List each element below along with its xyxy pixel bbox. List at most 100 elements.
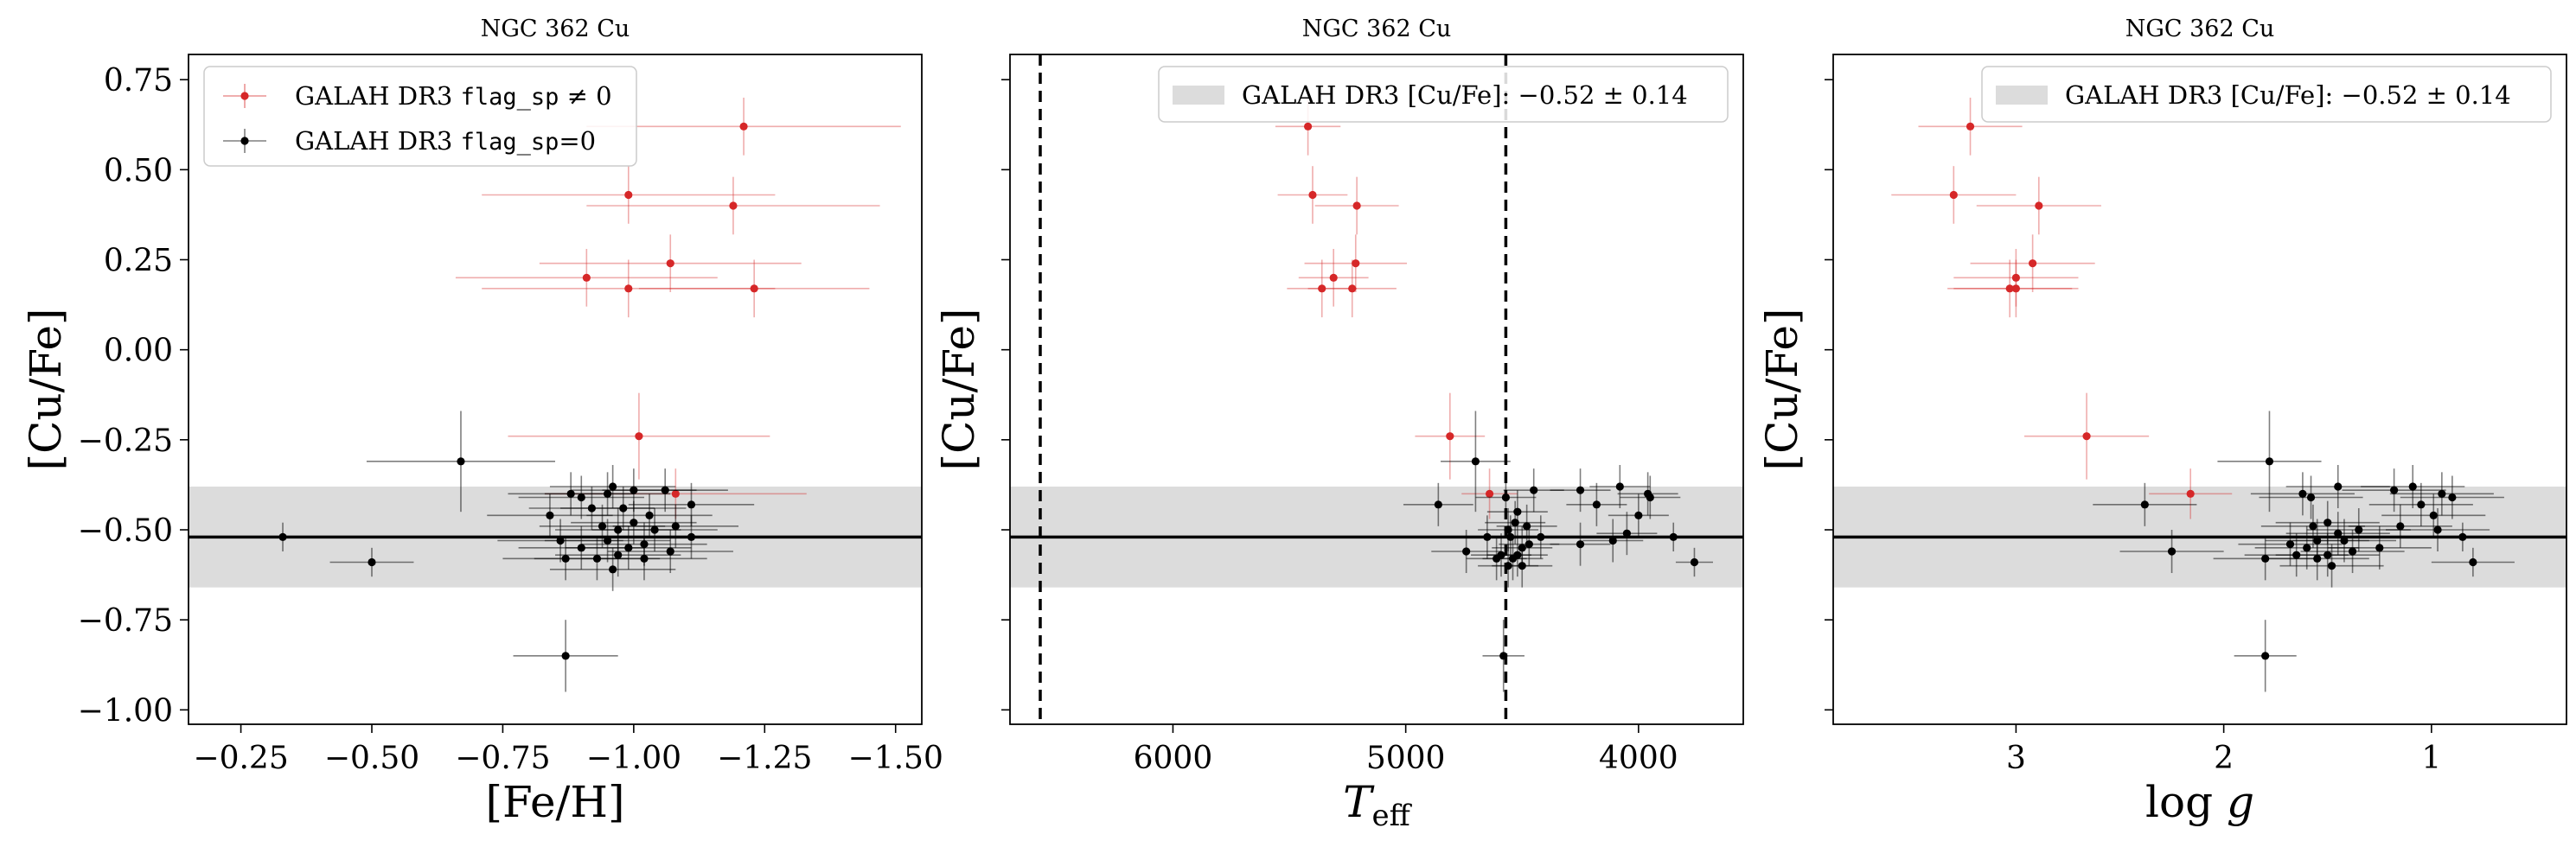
y-tick-label: 0.00 <box>104 334 173 369</box>
marker <box>645 511 654 519</box>
data-point <box>1566 482 1627 526</box>
marker <box>1352 201 1361 210</box>
data-point <box>2024 392 2150 480</box>
data-point <box>586 176 880 235</box>
legend: GALAH DR3 [Cu/Fe]: −0.52 ± 0.14 <box>1981 66 2552 123</box>
data-point <box>2389 472 2494 516</box>
legend-frame <box>203 66 637 167</box>
data-point <box>1675 547 1714 577</box>
marker <box>1634 511 1643 519</box>
x-tick-label: 2 <box>2214 741 2234 776</box>
marker <box>619 504 628 513</box>
panel-1: 0.75 0.50 0.25 0.00 −0.25 −0.50 −0.75 −1.00 −0.2… <box>21 16 943 827</box>
marker <box>278 532 287 541</box>
marker <box>2285 540 2295 549</box>
marker <box>2327 562 2336 570</box>
marker <box>1506 532 1515 541</box>
x-tick-label: −1.25 <box>717 741 812 776</box>
y-tick-label: 0.75 <box>104 63 173 99</box>
data-point <box>482 259 776 318</box>
marker <box>739 122 748 131</box>
legend-swatch <box>1173 86 1224 105</box>
y-tick-label: 0.25 <box>104 244 173 279</box>
legend: GALAH DR3 flag_sp ≠ 0 GALAH DR3 flag_sp=0 <box>203 66 637 167</box>
x-tick-label: 6000 <box>1134 741 1213 776</box>
marker <box>2433 525 2442 534</box>
data-point <box>1550 522 1611 566</box>
data-point <box>628 482 755 526</box>
marker <box>614 551 623 559</box>
marker <box>1518 562 1526 570</box>
data-point <box>1596 512 1658 556</box>
marker <box>2303 544 2311 552</box>
marker <box>2448 493 2457 502</box>
marker <box>2265 457 2274 466</box>
marker <box>2186 489 2195 498</box>
chart-title: NGC 362 Cu <box>1302 16 1452 42</box>
marker <box>630 519 638 527</box>
marker <box>2458 532 2467 541</box>
marker <box>666 547 674 556</box>
marker <box>2396 522 2405 531</box>
marker <box>2292 551 2301 559</box>
y-tick-label: −0.75 <box>78 603 173 639</box>
marker <box>2005 284 2014 293</box>
x-tick-label: −0.50 <box>324 741 419 776</box>
series-flagged <box>1891 98 2233 519</box>
x-tick-label: −0.25 <box>193 741 288 776</box>
marker <box>750 284 758 293</box>
marker <box>1690 557 1699 567</box>
marker <box>1318 284 1326 293</box>
data-point <box>1608 494 1669 538</box>
marker <box>1308 190 1317 200</box>
marker <box>2011 284 2020 293</box>
series-flagged <box>1275 98 1518 519</box>
data-point <box>1891 166 2017 224</box>
data-point <box>549 547 676 591</box>
marker <box>2082 432 2091 441</box>
data-point <box>2386 508 2490 551</box>
marker <box>1622 529 1631 538</box>
y-tick-label: −0.50 <box>78 513 173 549</box>
marker <box>1348 284 1357 293</box>
data-point <box>482 166 776 224</box>
legend-marker <box>240 92 249 100</box>
marker <box>2340 536 2349 545</box>
marker <box>2355 525 2363 534</box>
data-point <box>1304 234 1407 292</box>
x-axis-label: [Fe/H] <box>485 777 624 827</box>
axes-frame <box>1832 54 2567 725</box>
marker <box>624 284 633 293</box>
series-flagged <box>455 98 901 519</box>
y-axis-label: [Cu/Fe] <box>21 309 71 471</box>
data-point <box>1582 519 1644 563</box>
data-point <box>2420 522 2504 551</box>
marker <box>729 201 738 210</box>
marker <box>687 532 696 541</box>
x-tick-label: −1.50 <box>848 741 943 776</box>
marker <box>2029 259 2037 268</box>
legend-label: GALAH DR3 flag_sp ≠ 0 <box>295 81 612 111</box>
data-point <box>586 98 901 156</box>
marker <box>1352 259 1360 268</box>
marker <box>1471 457 1480 466</box>
data-point <box>1482 620 1525 692</box>
marker <box>2140 500 2149 509</box>
marker <box>577 493 585 502</box>
plot-area <box>1010 54 1743 724</box>
marker <box>1462 547 1471 556</box>
marker <box>640 554 649 563</box>
data-point <box>638 259 870 318</box>
data-point <box>2244 533 2349 577</box>
marker <box>609 482 617 491</box>
marker <box>671 489 680 498</box>
data-point <box>1307 259 1397 318</box>
marker <box>603 536 612 545</box>
x-tick-label: 5000 <box>1366 741 1446 776</box>
data-point <box>2259 475 2363 519</box>
chart-title: NGC 362 Cu <box>2125 16 2275 42</box>
data-point <box>1918 98 2023 156</box>
marker <box>2309 522 2317 531</box>
data-point <box>1415 392 1486 480</box>
marker <box>661 486 669 494</box>
